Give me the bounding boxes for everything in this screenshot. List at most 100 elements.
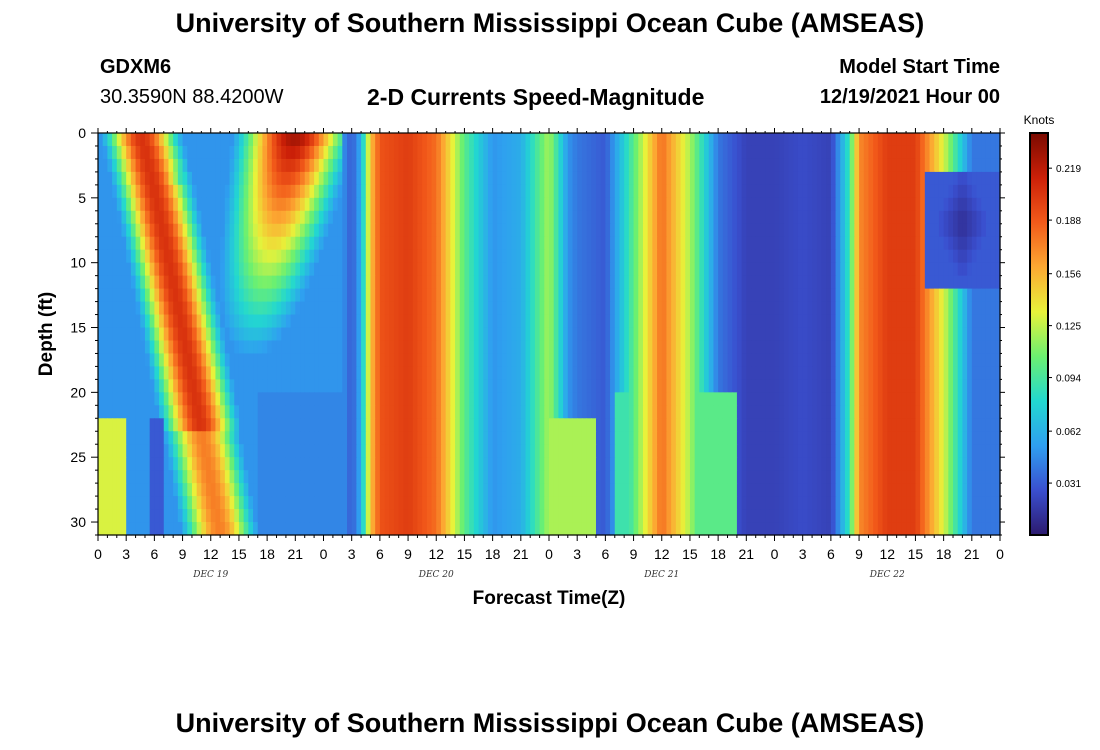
heatmap-cell xyxy=(774,184,780,199)
heatmap-cell xyxy=(943,457,949,471)
heatmap-cell xyxy=(337,145,343,160)
heatmap-cell xyxy=(130,236,137,251)
heatmap-cell xyxy=(610,236,616,251)
heatmap-cell xyxy=(722,197,729,212)
heatmap-cell xyxy=(657,145,663,160)
heatmap-cell xyxy=(642,353,649,368)
heatmap-cell xyxy=(614,262,621,277)
heatmap-cell xyxy=(967,262,973,277)
heatmap-cell xyxy=(995,184,1001,199)
heatmap-cell xyxy=(802,457,808,471)
heatmap-cell xyxy=(981,236,987,251)
heatmap-cell xyxy=(342,223,348,238)
heatmap-cell xyxy=(502,197,508,212)
heatmap-cell xyxy=(586,418,592,432)
heatmap-cell xyxy=(924,133,931,147)
heatmap-cell xyxy=(943,197,949,212)
heatmap-cell xyxy=(201,353,207,368)
heatmap-cell xyxy=(422,457,428,471)
heatmap-cell xyxy=(389,353,395,368)
heatmap-cell xyxy=(995,288,1001,303)
heatmap-cell xyxy=(361,340,367,355)
heatmap-cell xyxy=(793,340,799,355)
heatmap-cell xyxy=(882,353,888,368)
heatmap-cell xyxy=(722,392,729,406)
heatmap-cell xyxy=(863,301,870,316)
heatmap-cell xyxy=(859,223,865,238)
heatmap-cell xyxy=(549,133,555,147)
heatmap-cell xyxy=(304,236,311,251)
heatmap-cell xyxy=(830,340,837,355)
heatmap-cell xyxy=(243,197,249,212)
heatmap-cell xyxy=(694,262,700,277)
heatmap-cell xyxy=(455,158,461,173)
heatmap-cell xyxy=(445,223,451,238)
heatmap-cell xyxy=(483,262,489,277)
heatmap-cell xyxy=(844,184,851,199)
heatmap-cell xyxy=(361,184,367,199)
heatmap-cell xyxy=(567,275,574,290)
heatmap-cell xyxy=(107,353,113,368)
heatmap-cell xyxy=(487,340,494,355)
heatmap-cell xyxy=(642,262,649,277)
heatmap-cell xyxy=(802,288,808,303)
heatmap-cell xyxy=(826,288,832,303)
heatmap-cell xyxy=(873,314,879,329)
heatmap-cell xyxy=(877,145,884,160)
heatmap-cell xyxy=(403,444,409,458)
heatmap-cell xyxy=(727,184,733,199)
heatmap-cell xyxy=(98,275,104,290)
heatmap-cell xyxy=(506,145,513,160)
heatmap-cell xyxy=(769,431,776,445)
heatmap-cell xyxy=(830,210,837,225)
heatmap-cell xyxy=(732,275,738,290)
heatmap-cell xyxy=(924,457,931,471)
heatmap-cell xyxy=(431,145,437,160)
heatmap-cell xyxy=(285,301,292,316)
heatmap-cell xyxy=(591,210,597,225)
heatmap-cell xyxy=(332,133,339,147)
heatmap-cell xyxy=(802,418,808,432)
heatmap-cell xyxy=(901,418,907,432)
heatmap-cell xyxy=(661,236,668,251)
heatmap-cell xyxy=(671,444,677,458)
heatmap-cell xyxy=(718,223,724,238)
heatmap-cell xyxy=(520,327,527,342)
heatmap-cell xyxy=(722,301,729,316)
heatmap-cell xyxy=(835,184,841,199)
heatmap-cell xyxy=(915,288,921,303)
heatmap-cell xyxy=(779,353,785,368)
heatmap-cell xyxy=(473,262,480,277)
heatmap-cell xyxy=(201,145,207,160)
heatmap-cell xyxy=(356,340,362,355)
heatmap-cell xyxy=(948,314,954,329)
heatmap-cell xyxy=(628,457,635,471)
heatmap-cell xyxy=(253,353,259,368)
heatmap-cell xyxy=(154,197,160,212)
heatmap-cell xyxy=(614,210,621,225)
heatmap-cell xyxy=(765,171,771,186)
heatmap-cell xyxy=(389,145,395,160)
heatmap-cell xyxy=(267,223,273,238)
heatmap-cell xyxy=(605,236,611,251)
heatmap-cell xyxy=(144,197,151,212)
heatmap-cell xyxy=(102,340,108,355)
heatmap-cell xyxy=(722,288,729,303)
heatmap-cell xyxy=(473,392,480,406)
heatmap-cell xyxy=(614,184,621,199)
heatmap-cell xyxy=(901,262,907,277)
heatmap-cell xyxy=(628,431,635,445)
heatmap-cell xyxy=(455,366,461,380)
heatmap-cell xyxy=(285,444,292,458)
heatmap-cell xyxy=(915,133,921,147)
heatmap-cell xyxy=(910,379,917,393)
heatmap-cell xyxy=(849,210,855,225)
heatmap-cell xyxy=(971,444,978,458)
heatmap-cell xyxy=(398,327,404,342)
heatmap-cell xyxy=(812,444,818,458)
heatmap-cell xyxy=(220,340,226,355)
heatmap-cell xyxy=(647,353,653,368)
heatmap-cell xyxy=(699,431,705,445)
heatmap-cell xyxy=(290,288,296,303)
heatmap-cell xyxy=(962,340,968,355)
